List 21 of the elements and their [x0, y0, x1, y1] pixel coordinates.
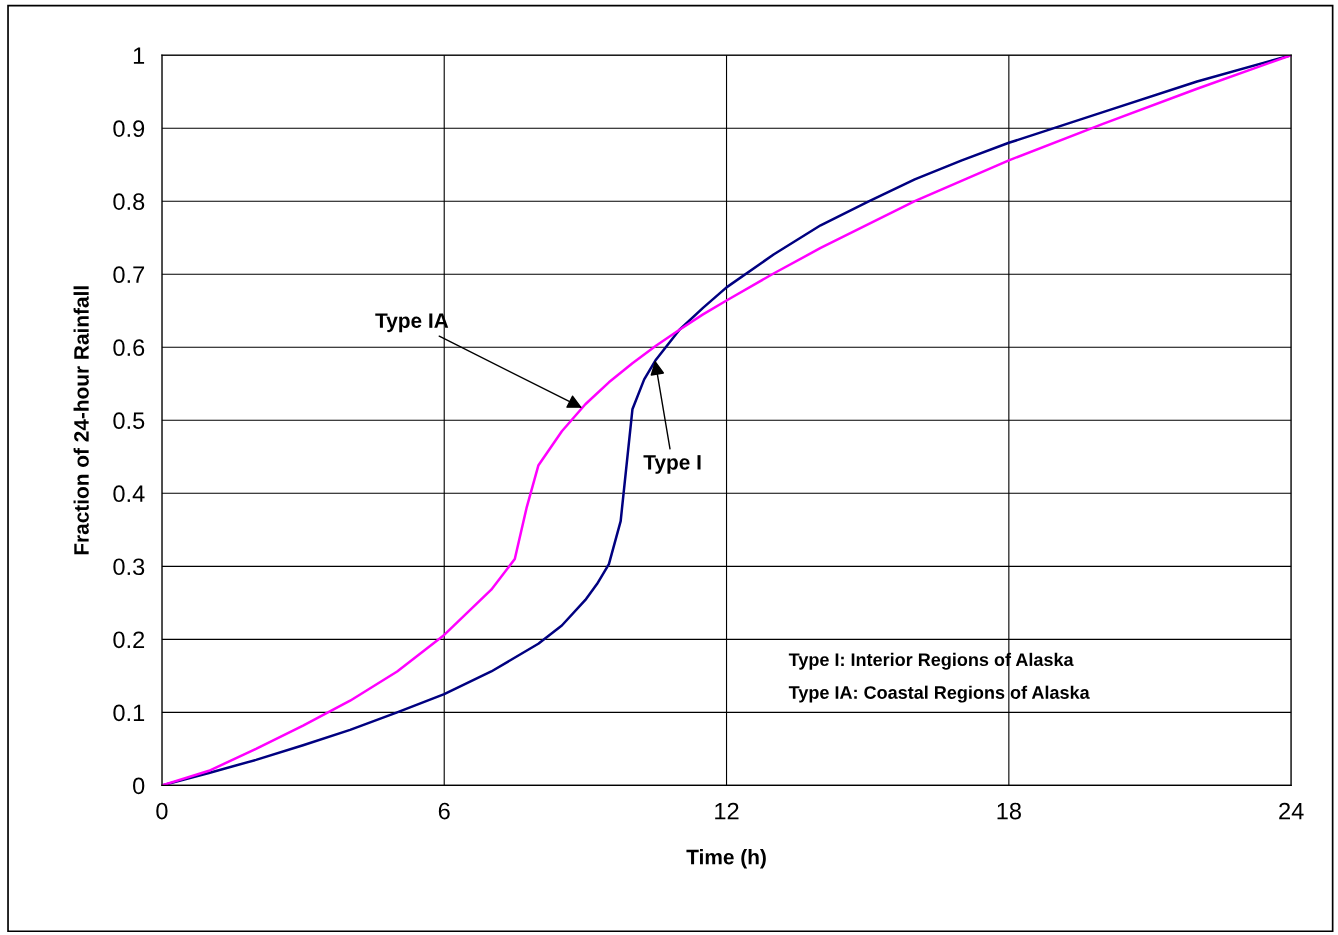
x-tick-label: 6 — [438, 802, 450, 820]
y-tick-label: 0.6 — [113, 339, 145, 357]
x-tick-label: 24 — [1279, 802, 1304, 820]
y-tick-label: 0.2 — [113, 631, 145, 649]
y-tick-label: 0.7 — [113, 266, 145, 284]
y-tick-label: 0.9 — [113, 120, 145, 137]
y-tick-label: 0.4 — [113, 485, 145, 503]
y-tick-label: 0.8 — [113, 193, 145, 210]
y-axis-title: Fraction of 24-hour Rainfall — [73, 286, 89, 555]
y-tick-label: 0 — [133, 777, 145, 795]
annotation: Type I — [643, 455, 701, 474]
y-tick-label: 1 — [133, 47, 145, 64]
x-tick-label: 12 — [715, 802, 739, 820]
x-tick-label: 0 — [156, 802, 168, 820]
x-axis-title: Time (h) — [686, 849, 766, 869]
annotation: Type IA: Coastal Regions of Alaska — [788, 685, 1090, 703]
y-tick-label: 0.5 — [113, 412, 145, 430]
line-series — [161, 55, 1292, 786]
y-tick-label: 0.3 — [113, 558, 145, 576]
y-tick-label: 0.1 — [113, 704, 145, 722]
x-tick-label: 18 — [997, 802, 1021, 820]
